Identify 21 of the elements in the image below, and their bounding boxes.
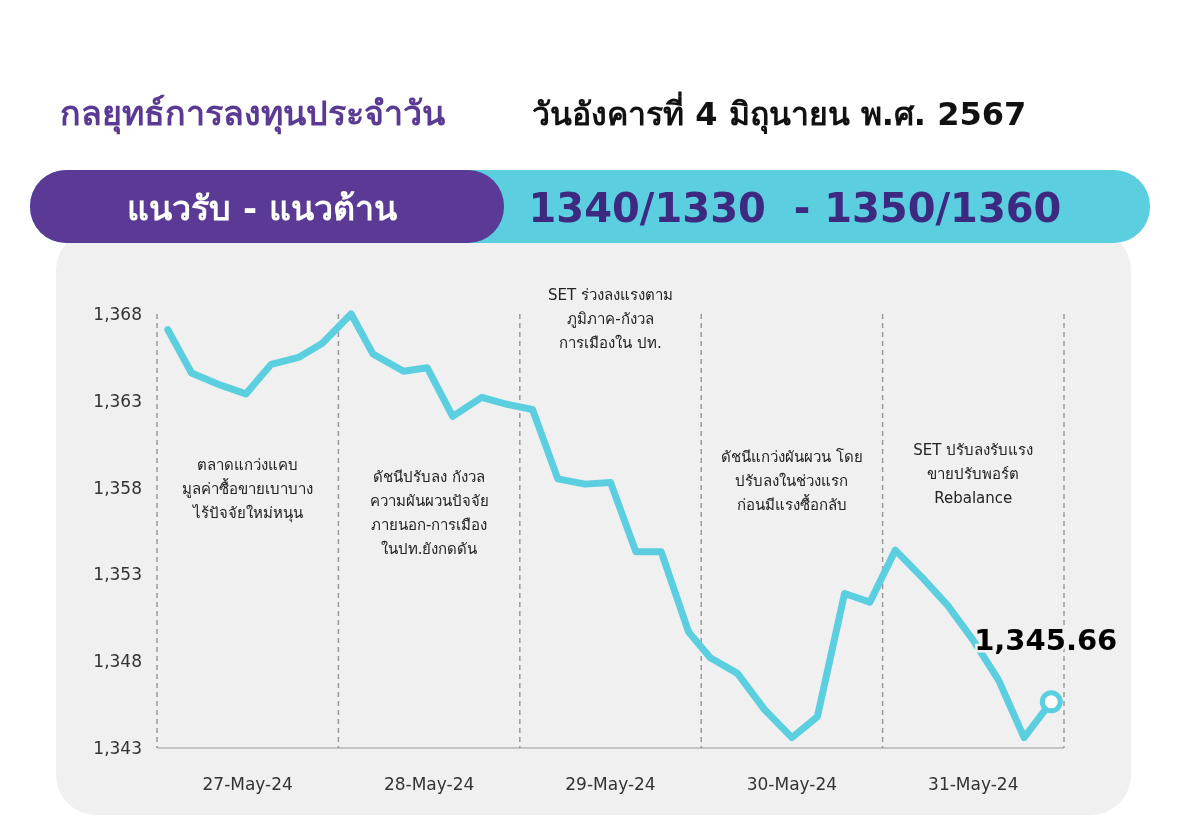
chart-title: กลยุทธ์การลงทุนประจำวัน: [60, 93, 445, 135]
text: แนวรับ - แนวต้าน: [127, 188, 397, 228]
annotation: 1,345.66: [974, 622, 1118, 657]
x-tick-label: 27-May-24: [202, 774, 293, 794]
y-tick-label: 1,368: [93, 304, 142, 324]
text: 1340/1330 - 1350/1360: [528, 185, 1062, 231]
x-tick-label: 28-May-24: [383, 774, 475, 794]
y-tick-label: 1,353: [93, 564, 142, 585]
annotation: SET ร่วงลงแรงตาม ภูมิภาค-กังวล การเมืองใน ปท.: [548, 286, 673, 352]
annotation: ดัชนีแกว่งผันผวน โดย ปรับลงในช่วงแรก ก่อนมีแรงซื้อกลับ: [721, 448, 863, 514]
x-tick-label: 31-May-24: [928, 774, 1019, 794]
annotation: SET ปรับลงรับแรง ขายปรับพอร์ต Rebalance: [913, 441, 1034, 507]
x-tick-label: 29-May-24: [565, 774, 656, 794]
x-tick-label: 30-May-24: [746, 774, 838, 794]
chart-subtitle: วันอังคารที่ 4 มิถุนายน พ.ศ. 2567: [532, 91, 1027, 135]
y-tick-label: 1,343: [93, 738, 142, 758]
annotation: ตลาดแกว่งแคบ มูลค่าซื้อขายเบาบาง ไร้ปัจจัยใหม่หนุน: [182, 456, 314, 523]
y-tick-label: 1,363: [93, 390, 142, 411]
annotation: ดัชนีปรับลง กังวล ความผันผวนปัจจัย ภายนอก-การเมือง ในปท.ยังกดดัน: [369, 468, 489, 558]
y-tick-label: 1,348: [93, 651, 142, 672]
y-tick-label: 1,358: [93, 477, 142, 498]
